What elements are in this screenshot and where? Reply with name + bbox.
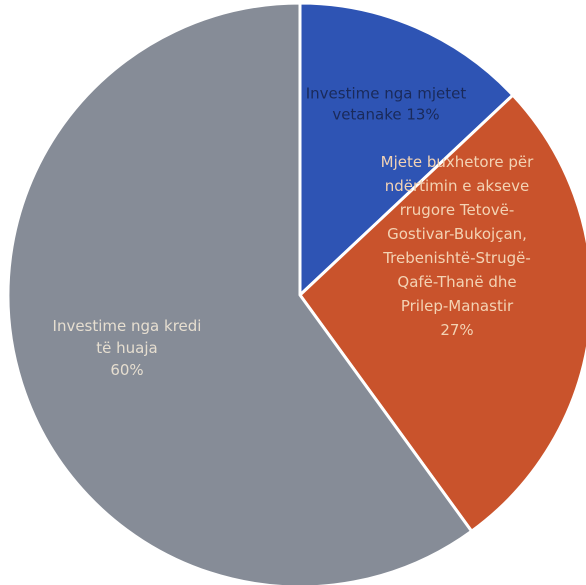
pie-slice-label-line: Investime nga mjetet xyxy=(306,85,467,103)
pie-slice-label-line: 27% xyxy=(440,321,473,339)
pie-slice-label-line: Qafë-Thanë dhe xyxy=(397,273,516,291)
pie-slice-label-line: Investime nga kredi xyxy=(53,317,202,335)
pie-slice-label-2: Mjete buxhetore për ndërtimin e akseve rru… xyxy=(381,153,534,339)
pie-slice-label-3: Investime nga kredi të huaja 60% xyxy=(53,317,202,379)
pie-slice-label-line: ndërtimin e akseve xyxy=(385,177,530,195)
pie-slice-3 xyxy=(6,1,474,585)
pie-slice-label-line: rrugore Tetovë- xyxy=(400,201,515,219)
pie-slice-label-line: Prilep-Manastir xyxy=(401,297,514,315)
pie-slice-label-line: të huaja xyxy=(96,339,157,357)
pie-slice-1 xyxy=(298,1,515,297)
pie-slice-label-line: Gostivar-Bukojçan, xyxy=(387,225,527,243)
pie-slice-label-1: Investime nga mjetet vetanake 13% xyxy=(306,85,467,124)
pie-slices xyxy=(6,1,586,585)
pie-labels: Investime nga mjetet vetanake 13% Mjete bu… xyxy=(53,85,535,380)
pie-slice-label-line: vetanake 13% xyxy=(332,106,439,124)
pie-slice-2 xyxy=(298,93,586,533)
pie-slice-label-line: 60% xyxy=(110,361,143,379)
pie-slice-label-line: Trebenishtë-Strugë- xyxy=(382,249,531,267)
pie-slice-label-line: Mjete buxhetore për xyxy=(381,153,534,171)
